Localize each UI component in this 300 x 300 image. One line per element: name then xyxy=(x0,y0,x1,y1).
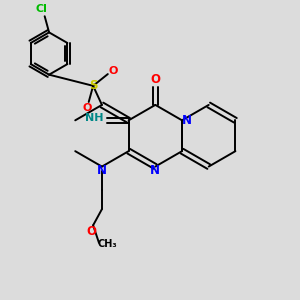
Text: Cl: Cl xyxy=(36,4,48,14)
Text: O: O xyxy=(82,103,92,113)
Text: N: N xyxy=(97,164,107,177)
Text: O: O xyxy=(109,66,118,76)
Text: S: S xyxy=(89,79,98,92)
Text: N: N xyxy=(150,164,160,177)
Text: N: N xyxy=(182,114,191,127)
Text: O: O xyxy=(87,225,97,238)
Text: O: O xyxy=(150,74,160,86)
Text: CH₃: CH₃ xyxy=(98,239,117,249)
Text: NH: NH xyxy=(85,113,104,123)
